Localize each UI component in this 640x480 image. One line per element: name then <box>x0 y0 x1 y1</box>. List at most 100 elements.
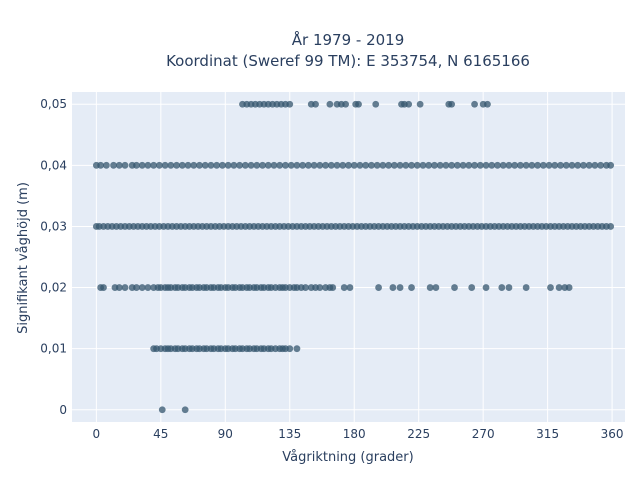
data-point <box>442 161 450 169</box>
data-point <box>304 161 312 169</box>
data-point <box>416 100 424 108</box>
y-axis-title: Signifikant våghöjd (m) <box>16 182 31 334</box>
data-point <box>150 161 158 169</box>
data-point <box>155 161 163 169</box>
x-axis-title: Vågriktning (grader) <box>282 450 413 465</box>
data-point <box>138 284 146 291</box>
y-tick-label: 0,02 <box>40 281 67 295</box>
data-points <box>92 100 615 414</box>
data-point <box>158 406 166 414</box>
data-point <box>270 161 278 169</box>
data-point <box>247 161 255 169</box>
data-point <box>339 161 347 169</box>
data-point <box>342 100 350 108</box>
data-point <box>574 161 582 169</box>
data-point <box>310 161 318 169</box>
data-point <box>528 161 536 169</box>
data-point <box>432 284 440 291</box>
data-point <box>459 161 467 169</box>
data-point <box>286 100 294 108</box>
data-point <box>476 161 484 169</box>
data-point <box>390 161 398 169</box>
data-point <box>346 284 354 291</box>
y-tick-labels: 0 0,01 0,02 0,03 0,04 0,05 <box>40 97 67 417</box>
data-point <box>115 284 123 291</box>
data-point <box>402 161 410 169</box>
data-point <box>100 284 107 291</box>
data-point <box>173 161 180 169</box>
data-point <box>259 161 266 169</box>
data-point <box>568 161 576 169</box>
x-tick-label: 315 <box>536 427 559 441</box>
data-point <box>547 284 554 291</box>
data-point <box>167 161 175 169</box>
data-point <box>465 161 473 169</box>
x-tick-label: 135 <box>278 427 301 441</box>
data-point <box>413 161 421 169</box>
y-tick-label: 0,03 <box>40 219 67 233</box>
x-tick-label: 270 <box>472 427 495 441</box>
data-point <box>419 161 427 169</box>
data-point <box>333 161 341 169</box>
data-point <box>375 284 382 291</box>
data-point <box>190 161 198 169</box>
data-point <box>302 284 309 291</box>
data-point <box>133 284 140 291</box>
data-point <box>585 161 593 169</box>
x-tick-labels: 0 45 90 135 180 225 270 315 360 <box>93 427 624 441</box>
data-point <box>379 161 387 169</box>
data-point <box>355 100 362 108</box>
data-point <box>161 161 169 169</box>
data-point <box>482 284 490 291</box>
data-point <box>299 161 307 169</box>
data-point <box>196 161 203 169</box>
data-point <box>97 161 105 169</box>
data-point <box>534 161 542 169</box>
data-point <box>557 161 564 169</box>
data-point <box>207 161 215 169</box>
data-point <box>276 161 284 169</box>
data-point <box>264 161 272 169</box>
data-point <box>396 284 404 291</box>
data-point <box>121 161 129 169</box>
data-point <box>253 161 261 169</box>
data-point <box>517 161 524 169</box>
data-point <box>471 161 478 169</box>
data-point <box>431 161 438 169</box>
data-point <box>505 284 513 291</box>
data-point <box>293 161 301 169</box>
data-point <box>293 345 301 353</box>
data-point <box>144 284 152 291</box>
data-point <box>286 345 294 353</box>
data-point <box>373 161 381 169</box>
y-tick-label: 0,04 <box>40 158 67 172</box>
data-point <box>316 284 324 291</box>
x-tick-label: 90 <box>218 427 233 441</box>
data-point <box>282 161 289 169</box>
data-point <box>597 161 605 169</box>
data-point <box>468 284 476 291</box>
data-point <box>316 161 324 169</box>
data-point <box>471 100 478 108</box>
data-point <box>184 161 192 169</box>
data-point <box>511 161 519 169</box>
data-point <box>102 161 110 169</box>
data-point <box>133 161 140 169</box>
y-tick-label: 0,01 <box>40 342 67 356</box>
data-point <box>453 161 461 169</box>
x-tick-label: 45 <box>153 427 168 441</box>
data-point <box>201 161 209 169</box>
data-point <box>426 284 434 291</box>
data-point <box>287 161 295 169</box>
data-point <box>372 100 380 108</box>
data-point <box>607 223 615 230</box>
chart-title-line1: År 1979 - 2019 <box>292 30 405 49</box>
data-point <box>551 161 559 169</box>
data-point <box>115 161 123 169</box>
data-point <box>494 161 501 169</box>
chart-title-line2: Koordinat (Sweref 99 TM): E 353754, N 61… <box>166 52 530 70</box>
data-point <box>236 161 244 169</box>
data-point <box>539 161 547 169</box>
data-point <box>405 100 413 108</box>
data-point <box>522 161 530 169</box>
